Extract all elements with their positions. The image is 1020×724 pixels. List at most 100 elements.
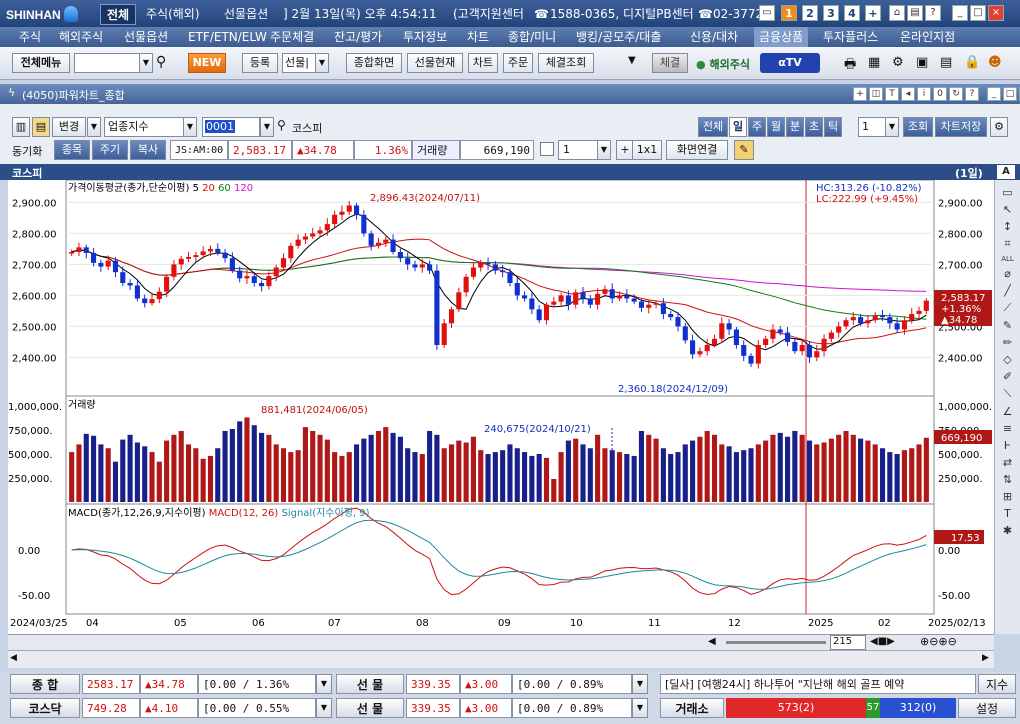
chart-area[interactable]: 2,900.00 2,900.00 2,800.00 2,800.00 2,700.00… [8, 179, 994, 634]
screen-link-button[interactable]: 화면연결 [666, 140, 728, 160]
line-icon[interactable]: ╱ [1004, 284, 1011, 297]
grid-icon[interactable]: ⊞ [1002, 490, 1013, 503]
register-button[interactable]: 등록 [242, 53, 278, 73]
chart-button[interactable]: 차트 [468, 53, 498, 73]
minimize-window-icon[interactable]: _ [987, 87, 1001, 101]
printer-icon[interactable]: 🖶 [844, 57, 857, 72]
pin-icon[interactable]: T [885, 87, 899, 101]
news-ticker[interactable]: [딜사] [여행24시] 하나투어 "지난해 해외 골프 예약 [660, 674, 976, 694]
menu-item-futures[interactable]: 선물옵션 [124, 30, 169, 44]
link-icon[interactable]: ◫ [869, 87, 883, 101]
tick-count-dropdown[interactable]: ▼ [885, 117, 899, 137]
eraser-icon[interactable]: ⌀ [1004, 267, 1011, 280]
chart-scrollbar[interactable]: ◀ 215 ◀■▶ ⊕⊖⊕⊖ [8, 634, 994, 650]
magnet-icon[interactable]: ⌗ [1004, 237, 1011, 250]
help-window-icon[interactable]: ? [965, 87, 979, 101]
shape-icon[interactable]: ◇ [1003, 353, 1012, 366]
screen-1-button[interactable]: 1 [781, 5, 797, 21]
h-scrollbar[interactable]: ◀ ▶ [8, 650, 994, 668]
layout-toggle-icon[interactable]: ▥ [12, 117, 30, 137]
period-month[interactable]: 월 [767, 117, 785, 137]
combo-screen-button[interactable]: 종합화면 [346, 53, 402, 73]
monitor-icon[interactable]: ▭ [759, 5, 775, 21]
count-select[interactable]: 1 [558, 140, 598, 160]
first-icon[interactable]: ◀■▶ [870, 636, 895, 647]
cross-icon[interactable]: ↕ [1002, 220, 1013, 233]
futures-status-button[interactable]: 선물현재 [407, 53, 463, 73]
swap-icon[interactable]: ⇅ [1002, 473, 1013, 486]
category-dropdown[interactable]: ▼ [183, 117, 197, 137]
pencil-icon[interactable]: ✎ [1002, 319, 1013, 332]
angle-icon[interactable]: ∠ [1002, 405, 1013, 418]
menu-item-etf[interactable]: ETF/ETN/ELW [188, 30, 267, 44]
change-button[interactable]: 변경 [52, 117, 86, 137]
menu-item-online[interactable]: 온라인지점 [900, 30, 956, 44]
menu-item-credit[interactable]: 신용/대차 [690, 30, 739, 44]
count-dropdown[interactable]: ▼ [597, 140, 611, 160]
trend-icon[interactable]: ⟋ [1003, 301, 1012, 314]
settings-button[interactable]: 설정 [958, 698, 1016, 718]
atv-button[interactable]: αTV [760, 53, 820, 73]
tab-all[interactable]: 전체 [100, 4, 137, 25]
scroll-left-icon[interactable]: ◀ [708, 636, 716, 647]
ray-icon[interactable]: ⟍ [1003, 387, 1012, 400]
one-by-one-button[interactable]: 1x1 [632, 140, 662, 160]
menu-item-orders[interactable]: 주문체결 [270, 30, 315, 44]
arrow-icon[interactable]: ⇄ [1002, 456, 1013, 469]
visible-count[interactable]: 215 [830, 635, 866, 650]
h-scroll-right-icon[interactable]: ▶ [982, 653, 989, 663]
maximize-icon[interactable]: □ [970, 5, 986, 21]
period-day[interactable]: 일 [729, 117, 747, 137]
sync-item-button[interactable]: 종목 [54, 140, 90, 160]
layout-icon[interactable]: ▤ [940, 55, 953, 70]
prev-window-icon[interactable]: ◂ [901, 87, 915, 101]
font-a-icon[interactable]: A [997, 165, 1015, 179]
chart-save-button[interactable]: 차트저장 [935, 117, 987, 137]
zero-icon[interactable]: 0 [933, 87, 947, 101]
menu-item-chart[interactable]: 차트 [467, 30, 490, 44]
hline-icon[interactable]: Ⱶ [1003, 439, 1012, 452]
settings-gear-icon[interactable]: ⚙ [892, 55, 904, 70]
copy-button[interactable]: 복사 [130, 140, 166, 160]
menu-search-input[interactable] [74, 53, 140, 73]
order-button[interactable]: 주문 [503, 53, 533, 73]
info-icon[interactable]: i [917, 87, 931, 101]
add-window-icon[interactable]: + [853, 87, 867, 101]
lock-icon[interactable]: 🔒 [964, 55, 981, 70]
search-icon[interactable]: ⚲ [156, 54, 167, 70]
fill-query-button[interactable]: 체결조회 [538, 53, 594, 73]
preset-select[interactable]: 선물| [282, 53, 316, 73]
brush-icon[interactable]: ✐ [1002, 370, 1013, 383]
menu-search-dropdown[interactable]: ▼ [139, 53, 153, 73]
refresh-icon[interactable]: ↻ [949, 87, 963, 101]
period-all[interactable]: 전체 [698, 117, 728, 137]
menu-item-balance[interactable]: 잔고/평가 [334, 30, 383, 44]
menu-item-banking[interactable]: 뱅킹/공모주/대출 [576, 30, 662, 44]
calculator-icon[interactable]: ▦ [868, 55, 881, 70]
futures2-dropdown[interactable]: ▼ [632, 698, 648, 718]
sync-period-button[interactable]: 주기 [92, 140, 128, 160]
change-dropdown[interactable]: ▼ [87, 117, 101, 137]
chart-type-icon[interactable]: ▤ [32, 117, 50, 137]
chart-svg[interactable]: 2,900.00 2,900.00 2,800.00 2,800.00 2,700.00… [8, 179, 994, 634]
menu-item-stocks[interactable]: 주식 [19, 30, 42, 44]
overseas-stock-link[interactable]: ● 해외주식 [696, 58, 750, 71]
period-minute[interactable]: 분 [786, 117, 804, 137]
menu-item-plus[interactable]: 투자플러스 [823, 30, 879, 44]
help-icon[interactable]: ? [925, 5, 941, 21]
query-button[interactable]: 조회 [903, 117, 933, 137]
preset-dropdown[interactable]: ▼ [315, 53, 329, 73]
period-tick[interactable]: 틱 [824, 117, 842, 137]
compare-checkbox[interactable] [540, 142, 554, 156]
window-icon[interactable]: ▣ [916, 55, 929, 70]
zoom-slider[interactable] [726, 641, 826, 644]
category-select[interactable]: 업종지수 [104, 117, 184, 137]
cursor-icon[interactable]: ▭ [1002, 186, 1013, 199]
kosdaq-dropdown[interactable]: ▼ [316, 698, 332, 718]
maximize-window-icon[interactable]: □ [1003, 87, 1017, 101]
screen-2-button[interactable]: 2 [802, 5, 818, 21]
text-icon[interactable]: T [1004, 507, 1011, 520]
screen-add-button[interactable]: + [865, 5, 881, 21]
close-icon[interactable]: × [988, 5, 1004, 21]
period-week[interactable]: 주 [748, 117, 766, 137]
